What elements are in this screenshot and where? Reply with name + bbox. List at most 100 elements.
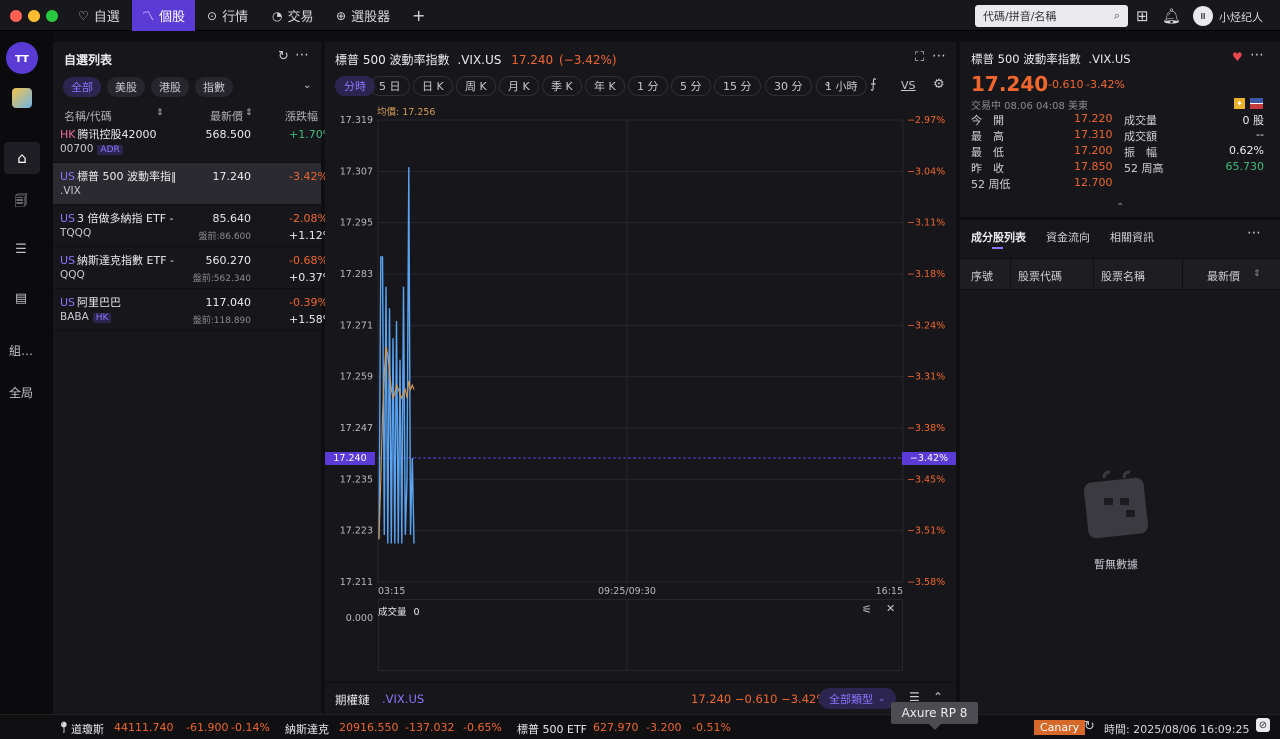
- filter-us[interactable]: 美股: [107, 77, 145, 97]
- column-stock-name[interactable]: 股票名稱: [1101, 270, 1145, 283]
- tab-market[interactable]: ⊙ 行情: [207, 8, 249, 26]
- filter-hk[interactable]: 港股: [151, 77, 189, 97]
- grid-icon[interactable]: ⊞: [1136, 7, 1149, 25]
- row-price: 85.640: [212, 212, 252, 225]
- search-input[interactable]: 代碼/拼音/名稱 ⌕: [975, 5, 1128, 27]
- y-tick-label-right: −3.45%: [907, 474, 945, 485]
- chevron-down-icon[interactable]: ⌄: [823, 78, 832, 89]
- timeframe-11[interactable]: 1 小時: [816, 76, 867, 96]
- ticker-name[interactable]: 道瓊斯: [71, 723, 104, 736]
- option-chain-label[interactable]: 期權鏈: [335, 693, 370, 707]
- sort-icon[interactable]: ⇕: [245, 108, 253, 118]
- timeframe-1[interactable]: 5 日: [370, 76, 410, 96]
- watchlist-row[interactable]: US 標普 500 波動率指‖ .VIX 17.240 -3.42%: [53, 163, 328, 205]
- favorite-heart-icon[interactable]: ♥: [1232, 50, 1243, 64]
- tab-screener[interactable]: ⊕ 選股器: [336, 8, 391, 26]
- row-price: 17.240: [212, 170, 252, 183]
- watchlist-row[interactable]: US 阿里巴巴 BABA HK 117.040 盤前:118.890 -0.39% +1.58…: [53, 289, 333, 331]
- refresh-icon[interactable]: ↻: [1084, 719, 1095, 734]
- column-price[interactable]: 最新價: [210, 110, 243, 123]
- stock-name: 阿里巴巴: [77, 296, 122, 309]
- timeframe-0[interactable]: 分時: [335, 76, 375, 96]
- row-change: -0.68%: [289, 254, 328, 267]
- all-types-dropdown[interactable]: 全部類型 ⌄: [819, 688, 896, 709]
- footer-quote: 17.240 −0.610 −3.42%: [691, 692, 828, 706]
- close-icon[interactable]: ✕: [886, 602, 896, 615]
- column-stock-code[interactable]: 股票代碼: [1018, 270, 1062, 283]
- rail-item-global[interactable]: 全局: [8, 386, 33, 400]
- stat-label: 成交額: [1124, 130, 1157, 143]
- indicator-settings-icon[interactable]: ⚟: [862, 603, 872, 616]
- ticker-name[interactable]: 標普 500 ETF: [517, 723, 587, 736]
- avatar[interactable]: Ⅲ: [1193, 6, 1213, 26]
- bell-icon[interactable]: 🔔︎: [1162, 7, 1182, 25]
- tab-watchlist[interactable]: ♡ 自選: [78, 8, 120, 26]
- close-window-button[interactable]: [10, 10, 22, 22]
- database-icon[interactable]: ☰: [15, 242, 27, 257]
- draw-tool-icon[interactable]: ⨍: [870, 77, 877, 92]
- clock-text: 時間: 2025/08/06 16:09:25: [1104, 723, 1250, 736]
- app-logo-icon[interactable]: ᴛᴛ: [6, 42, 38, 74]
- quote-panel: 標普 500 波動率指數 .VIX.US ♥ ⋯ 17.240 -0.610 -…: [960, 42, 1280, 217]
- timeframe-6[interactable]: 年 K: [585, 76, 625, 96]
- trading-status: 交易中 08.06 04:08 美東: [971, 101, 1088, 112]
- column-name[interactable]: 名稱/代碼: [64, 110, 112, 123]
- watchlist-row[interactable]: US 納斯達克指數 ETF - QQQ 560.270 盤前:562.340 -0.68%…: [53, 247, 333, 289]
- timeframe-10[interactable]: 30 分: [765, 76, 812, 96]
- document-search-icon[interactable]: 🗐︎: [14, 194, 28, 209]
- collapse-up-icon[interactable]: ⌃: [1116, 202, 1125, 213]
- ticker-change: -61.900: [186, 721, 229, 734]
- tab-capital-flow[interactable]: 資金流向: [1046, 231, 1090, 244]
- sort-icon[interactable]: ⇕: [1253, 269, 1261, 279]
- more-icon[interactable]: ⋯: [295, 47, 309, 63]
- fullscreen-icon[interactable]: ⛶: [915, 50, 925, 65]
- report-icon[interactable]: ▤: [14, 291, 28, 306]
- more-icon[interactable]: ⋯: [932, 48, 946, 64]
- timeframe-5[interactable]: 季 K: [542, 76, 582, 96]
- list-filter-icon[interactable]: ☰: [909, 690, 920, 704]
- watchlist-row[interactable]: US 3 倍做多納指 ETF - TQQQ 85.640 盤前:86.600 -2.08%…: [53, 205, 333, 247]
- add-tab-button[interactable]: +: [412, 6, 426, 25]
- tab-components[interactable]: 成分股列表: [971, 231, 1026, 244]
- timeframe-4[interactable]: 月 K: [499, 76, 539, 96]
- column-change[interactable]: 漲跌幅: [285, 110, 318, 123]
- column-latest-price[interactable]: 最新價: [1207, 270, 1240, 283]
- intraday-chart[interactable]: 17.319 17.307 17.295 17.283 17.271 17.259 17.2…: [325, 102, 956, 682]
- refresh-icon[interactable]: ↻: [278, 49, 289, 64]
- user-name[interactable]: 小烃纪人: [1219, 11, 1263, 24]
- more-icon[interactable]: ⋯: [1250, 47, 1264, 63]
- timeframe-3[interactable]: 周 K: [456, 76, 496, 96]
- watchlist-row[interactable]: HK 腾讯控股42000 00700 ADR 568.500 +1.70%: [53, 121, 333, 163]
- timeframe-9[interactable]: 15 分: [714, 76, 761, 96]
- tab-stock[interactable]: 〽 個股: [132, 0, 196, 31]
- tab-related-info[interactable]: 相關資訊: [1110, 231, 1154, 244]
- quote-price: 17.240: [971, 72, 1049, 96]
- volume-axis-label: 0.000: [345, 613, 373, 624]
- rail-item-group[interactable]: 組…: [8, 344, 33, 358]
- timeframe-7[interactable]: 1 分: [628, 76, 668, 96]
- column-index[interactable]: 序號: [971, 270, 993, 283]
- sort-icon[interactable]: ⇕: [156, 108, 164, 118]
- chevron-down-icon: ⌄: [878, 693, 886, 704]
- row-code: TQQQ: [60, 227, 91, 239]
- home-icon[interactable]: ⌂: [4, 142, 40, 174]
- compare-button[interactable]: VS: [901, 79, 916, 92]
- chevron-down-icon[interactable]: ⌄: [303, 80, 312, 91]
- filter-index[interactable]: 指數: [195, 77, 233, 97]
- timeframe-2[interactable]: 日 K: [413, 76, 453, 96]
- pin-icon[interactable]: 📍︎: [57, 721, 71, 734]
- more-icon[interactable]: ⋯: [1247, 225, 1261, 241]
- settings-icon[interactable]: ⚙: [933, 77, 945, 92]
- ticker-name[interactable]: 納斯達克: [285, 723, 329, 736]
- collapse-up-icon[interactable]: ⌃: [933, 690, 944, 704]
- chat-icon[interactable]: ⊘: [1256, 718, 1270, 732]
- pie-icon: ◔: [272, 8, 283, 23]
- timeframe-8[interactable]: 5 分: [671, 76, 711, 96]
- minimize-window-button[interactable]: [28, 10, 40, 22]
- row-change-premarket: +1.58%: [289, 313, 334, 326]
- app-thumbnail-icon[interactable]: [12, 88, 32, 108]
- tab-trade[interactable]: ◔ 交易: [272, 8, 314, 26]
- filter-all[interactable]: 全部: [63, 77, 101, 97]
- stat-value: --: [1256, 128, 1264, 141]
- maximize-window-button[interactable]: [46, 10, 58, 22]
